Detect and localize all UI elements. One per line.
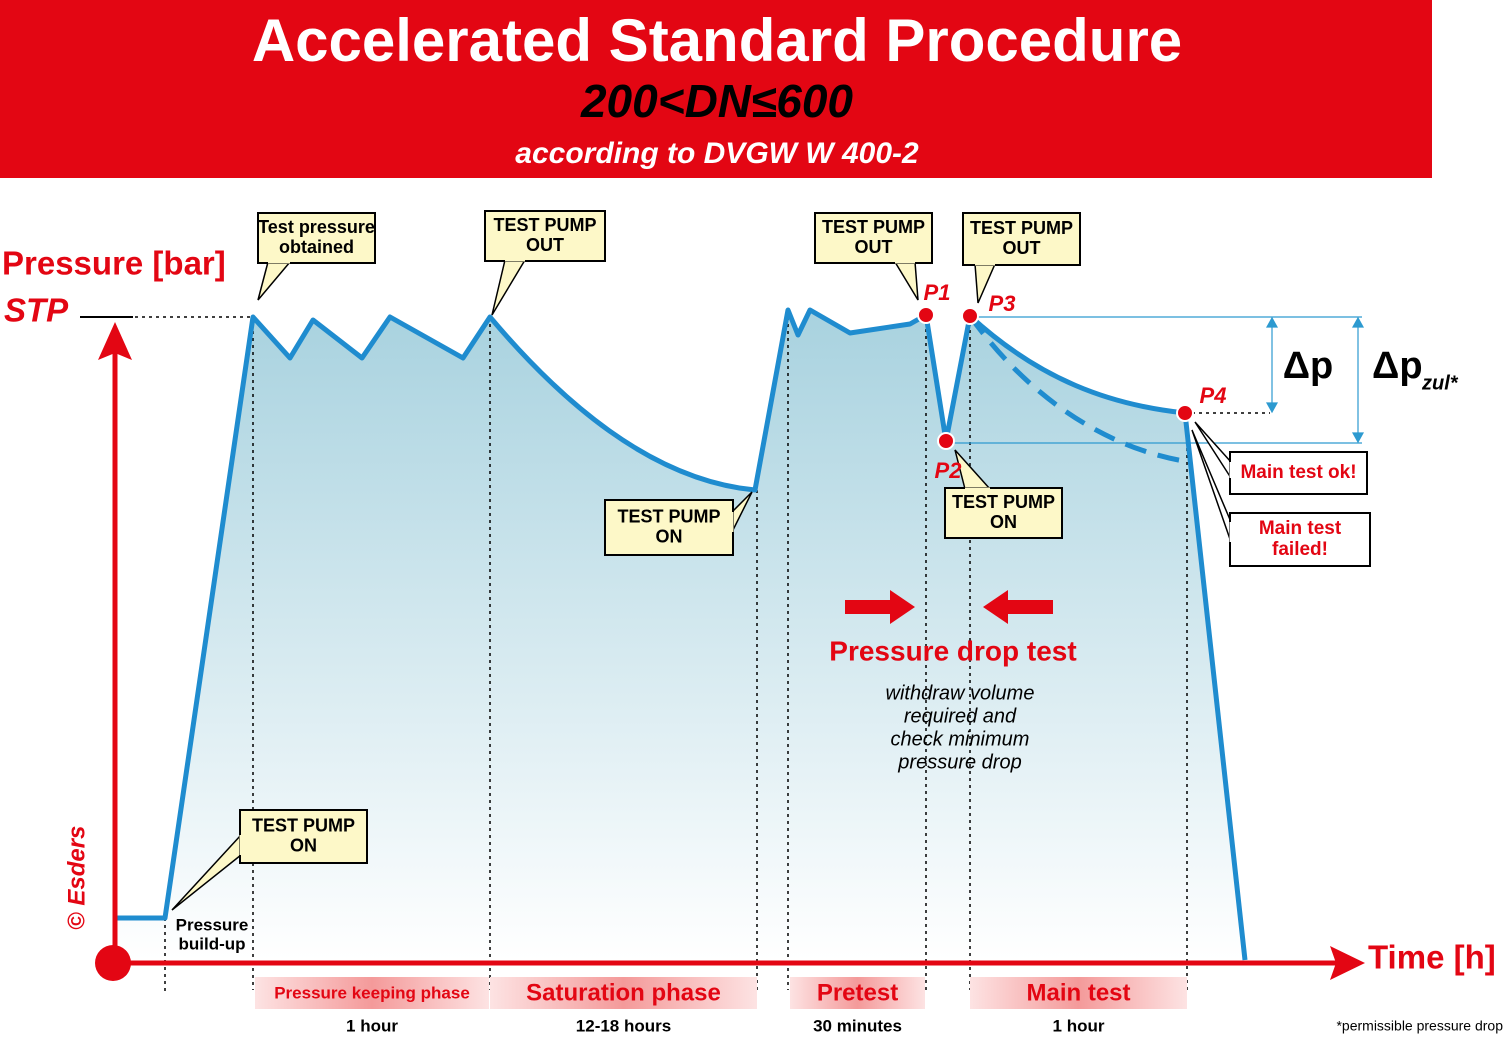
callout-box [814, 212, 933, 264]
description-line: withdraw volume [886, 682, 1035, 704]
phase-name: Saturation phase [526, 979, 721, 1006]
callout-text: TEST PUMP [952, 492, 1055, 512]
result-text: failed! [1272, 539, 1328, 560]
failed-curve [967, 314, 1191, 465]
description-line: pressure drop [897, 751, 1021, 773]
callout-text: TEST PUMP [252, 815, 355, 835]
point-label: P2 [935, 458, 963, 483]
y-arrow [98, 322, 132, 360]
arrow-right [845, 590, 915, 624]
delta-p: Δp [1283, 345, 1334, 387]
title: Accelerated Standard Procedure [252, 7, 1182, 74]
callout-text: OUT [526, 235, 564, 255]
description-line: check minimum [891, 728, 1030, 750]
pressure-drop-title: Pressure drop test [829, 635, 1076, 666]
phase-duration: 1 hour [346, 1016, 398, 1035]
phase-duration: 1 hour [1053, 1016, 1105, 1035]
phase-duration: 12-18 hours [576, 1016, 671, 1035]
build-up-label: build-up [178, 934, 245, 953]
callout-text: ON [656, 526, 683, 546]
point-label: P4 [1200, 383, 1227, 408]
phase-duration: 30 minutes [813, 1016, 902, 1035]
callout-text: OUT [1003, 238, 1041, 258]
callout-text: OUT [855, 237, 893, 257]
callout-text: TEST PUMP [493, 215, 596, 235]
result-text: Main test [1259, 518, 1342, 539]
phase-name: Pretest [817, 979, 898, 1006]
build-up-label: Pressure [176, 915, 249, 934]
phase-band [490, 977, 757, 1009]
callout-text: Test pressure [258, 217, 375, 237]
measure-point [937, 432, 955, 450]
callout-box [962, 212, 1081, 266]
phase-band [970, 977, 1187, 1009]
callout-text: TEST PUMP [617, 506, 720, 526]
phase-name: Main test [1026, 979, 1130, 1006]
callout-pointer [893, 261, 919, 301]
copyright: © Esders [63, 826, 90, 930]
delta-lines [946, 316, 1365, 444]
phase-name: Pressure keeping phase [274, 983, 470, 1002]
callout-pointer [491, 259, 527, 316]
description-line: required and [904, 705, 1017, 727]
footnote: *permissible pressure drop [1336, 1018, 1503, 1034]
callout-box [484, 210, 606, 262]
measure-point [917, 306, 935, 324]
origin [95, 945, 131, 981]
callout-text: ON [290, 835, 317, 855]
callout-text: TEST PUMP [822, 217, 925, 237]
callout-box [257, 212, 376, 264]
callout-text: ON [990, 512, 1017, 532]
header-band [0, 0, 1432, 178]
x-arrow [1330, 946, 1365, 980]
result-text: Main test ok! [1240, 462, 1356, 483]
standard-note: according to DVGW W 400-2 [515, 137, 919, 170]
callout-pointer [257, 261, 292, 301]
phase-band [255, 977, 489, 1009]
delta-p-zul-sub: zul* [1421, 372, 1459, 394]
measure-point [1176, 404, 1194, 422]
result-box [1229, 512, 1371, 567]
guide-lines [135, 310, 1270, 995]
subtitle: 200<DN≤600 [580, 75, 853, 127]
delta-p-zul: Δp [1372, 345, 1423, 387]
phase-band [790, 977, 925, 1009]
x-label: Time [h] [1368, 939, 1496, 976]
arrow-left [983, 590, 1053, 624]
stp-label: STP [4, 292, 69, 329]
point-label: P3 [989, 291, 1016, 316]
measure-point [961, 307, 979, 325]
y-label: Pressure [bar] [2, 245, 226, 282]
pressure-curve [115, 307, 1248, 961]
point-label: P1 [924, 280, 951, 305]
callout-text: TEST PUMP [970, 218, 1073, 238]
callout-box [944, 487, 1063, 539]
result-box [1229, 451, 1368, 495]
callout-text: obtained [279, 237, 354, 257]
